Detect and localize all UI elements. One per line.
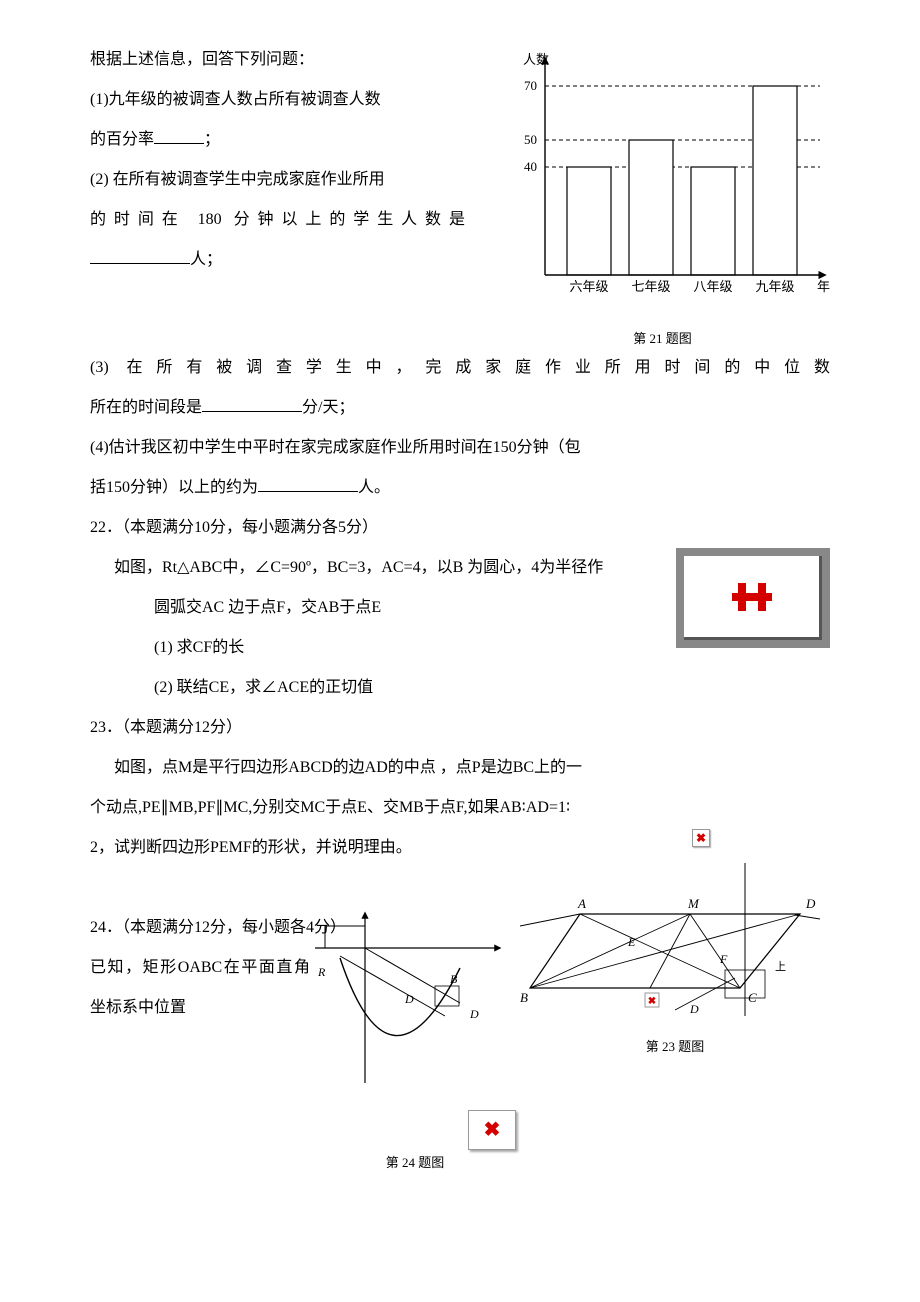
q21-3b-pre: 所在的时间段是: [90, 399, 202, 416]
q23-figure: ✖ AMDBPCEFD✖上 第 23 题图: [520, 818, 830, 1056]
svg-text:A: A: [577, 896, 586, 911]
blank-q21-4: [258, 476, 358, 492]
svg-text:✖: ✖: [648, 996, 656, 1007]
svg-text:R: R: [317, 965, 326, 979]
blank-q21-1: [154, 128, 204, 144]
svg-text:D: D: [805, 896, 816, 911]
q22-header: 22．（本题满分10分，每小题满分各5分）: [90, 508, 830, 548]
q22-sub2: (2) 联结CE，求∠ACE的正切值: [154, 668, 830, 708]
q22-figure: [676, 548, 830, 648]
q21-2c-post: 人；: [190, 251, 222, 268]
svg-text:七年级: 七年级: [631, 279, 670, 294]
svg-text:人数: 人数: [523, 52, 549, 67]
svg-text:M: M: [687, 896, 700, 911]
svg-text:B: B: [520, 990, 528, 1005]
svg-text:C: C: [748, 990, 757, 1005]
svg-text:D: D: [404, 992, 414, 1006]
broken-image-icon: ✖: [692, 829, 710, 847]
q21-4b-post: 人。: [358, 479, 390, 496]
broken-image-icon: ✖: [468, 1110, 516, 1150]
svg-text:B: B: [450, 972, 458, 986]
q21-3b: 所在的时间段是 分/天；: [90, 388, 830, 428]
svg-text:F: F: [719, 952, 728, 966]
q21-chart-caption: 第 21 题图: [495, 330, 830, 348]
svg-text:八年级: 八年级: [693, 279, 732, 294]
svg-text:E: E: [627, 935, 636, 949]
q21-3b-post: 分/天；: [302, 399, 354, 416]
q21-2a: (2) 在所有被调查学生中完成家庭作业所用: [90, 160, 465, 200]
broken-image-icon: [732, 583, 772, 611]
q23-line1: 如图，点M是平行四边形ABCD的边AD的中点 ，点P是边BC上的一: [114, 748, 830, 788]
q21-4a: (4)估计我区初中学生中平时在家完成家庭作业所用时间在150分钟（包: [90, 428, 830, 468]
q21-1b-pre: 的百分率: [90, 131, 154, 148]
svg-text:九年级: 九年级: [755, 279, 794, 294]
q21-4b-pre: 括150分钟）以上的约为: [90, 479, 258, 496]
q21-1b: 的百分率 ；: [90, 120, 465, 160]
q21-2c: 人；: [90, 240, 465, 280]
q23-header: 23．（本题满分12分）: [90, 708, 830, 748]
q21-4b: 括150分钟）以上的约为 人。: [90, 468, 830, 508]
svg-text:上: 上: [775, 960, 786, 973]
q24-caption: 第 24 题图: [310, 1154, 520, 1172]
blank-q21-2: [90, 248, 190, 264]
q23-diagram: AMDBPCEFD✖上: [520, 858, 820, 1018]
svg-text:40: 40: [524, 159, 537, 174]
intro-line: 根据上述信息，回答下列问题：: [90, 40, 465, 80]
blank-q21-3: [202, 396, 302, 412]
q21-2b: 的时间在 180 分钟以上的学生人数是: [90, 200, 465, 240]
svg-text:D: D: [689, 1002, 699, 1016]
svg-text:50: 50: [524, 132, 537, 147]
svg-text:D: D: [469, 1007, 479, 1021]
q21-1a: (1)九年级的被调查人数占所有被调查人数: [90, 80, 465, 120]
q23-caption: 第 23 题图: [520, 1038, 830, 1056]
svg-text:六年级: 六年级: [569, 279, 608, 294]
q21-3a: (3) 在所有被调查学生中，完成家庭作业所用时间的中位数: [90, 348, 830, 388]
q21-bar-chart: 40 50 70 六年级 七年级 八年级 九年级 人数年级: [495, 40, 830, 310]
q21-1b-post: ；: [204, 131, 220, 148]
svg-text:70: 70: [524, 78, 537, 93]
svg-text:年级: 年级: [817, 279, 830, 294]
